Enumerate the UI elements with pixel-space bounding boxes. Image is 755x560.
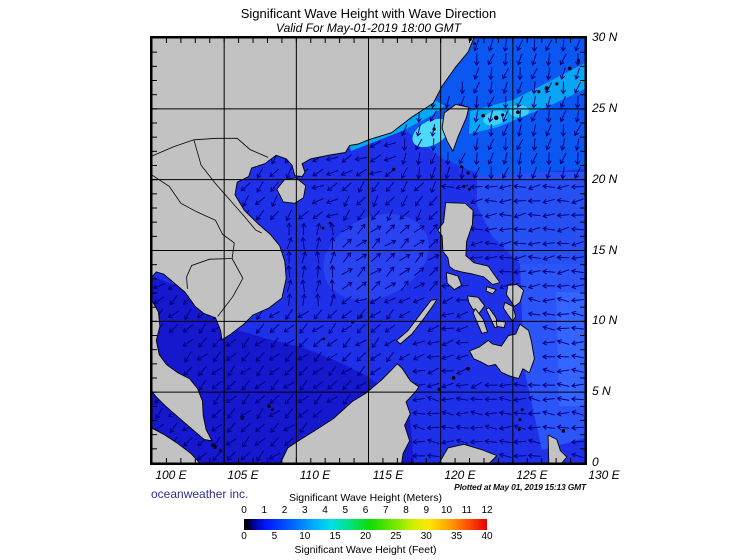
meters-tick: 5 [342, 505, 349, 516]
lat-tick-label: 20 N [592, 172, 618, 186]
legend-feet-ticks: 0 5 10 15 20 25 30 35 40 [241, 531, 492, 544]
land-malay-peninsula [151, 300, 213, 442]
meters-tick: 8 [403, 505, 409, 516]
meters-tick: 9 [423, 505, 430, 516]
small-islands [211, 37, 581, 453]
colorbar-legend: Significant Wave Height (Meters) 0 1 2 3… [241, 492, 492, 557]
map-frame [150, 36, 587, 465]
meters-tick: 10 [440, 505, 453, 516]
valid-time-subtitle: Valid For May-01-2019 18:00 GMT [276, 21, 461, 35]
meters-tick: 7 [383, 505, 389, 516]
feet-tick: 20 [359, 531, 372, 542]
meters-tick: 3 [302, 505, 308, 516]
land-masbate [485, 286, 497, 295]
land-hainan [276, 177, 307, 204]
land-borneo [280, 363, 420, 464]
country-borders [151, 137, 269, 317]
lon-tick-label: 100 E [155, 468, 187, 482]
meters-tick: 2 [281, 505, 288, 516]
feet-tick: 5 [271, 531, 278, 542]
land-mindanao [469, 323, 535, 380]
meters-tick: 12 [481, 505, 493, 516]
lat-tick-label: 30 N [592, 30, 618, 44]
land-luzon [437, 202, 501, 286]
lon-tick-label: 105 E [227, 468, 259, 482]
legend-meters-title: Significant Wave Height (Meters) [288, 492, 443, 504]
meters-tick: 1 [261, 505, 268, 516]
axis-minor-ticks [152, 38, 585, 463]
land-masses [151, 37, 568, 464]
lat-tick-label: 25 N [592, 101, 618, 115]
graticule-lines [152, 38, 585, 463]
land-mindoro [445, 272, 463, 291]
lon-tick-label: 125 E [516, 468, 548, 482]
colorbar-gradient [244, 519, 487, 530]
plotted-timestamp: Plotted at May 01, 2019 15:13 GMT [454, 482, 586, 492]
meters-tick: 0 [241, 505, 247, 516]
lat-tick-label: 10 N [592, 313, 618, 327]
feet-tick: 25 [390, 531, 402, 542]
meters-tick: 6 [362, 505, 369, 516]
lon-tick-label: 115 E [372, 468, 404, 482]
feet-tick: 10 [299, 531, 311, 542]
page-title: Significant Wave Height with Wave Direct… [240, 6, 497, 21]
feet-tick: 15 [329, 531, 341, 542]
wave-height-map [150, 36, 587, 465]
legend-feet-title: Significant Wave Height (Feet) [294, 544, 437, 556]
wave-direction-arrows [152, 39, 584, 462]
provider-credit: oceanweather inc. [151, 487, 249, 501]
legend-meters-ticks: 0 1 2 3 4 5 6 7 8 9 10 11 12 [241, 505, 492, 518]
feet-tick: 0 [241, 531, 247, 542]
feet-tick: 35 [451, 531, 463, 542]
lon-tick-label: 110 E [299, 468, 331, 482]
land-samar [505, 284, 525, 307]
lon-tick-label: 120 E [444, 468, 476, 482]
lat-tick-label: 0 [592, 455, 599, 469]
lat-tick-label: 5 N [592, 384, 611, 398]
land-cebu [485, 307, 500, 329]
land-taiwan [441, 103, 470, 152]
meters-tick: 11 [461, 505, 472, 516]
feet-tick: 40 [481, 531, 493, 542]
lat-tick-label: 15 N [592, 243, 618, 257]
lon-tick-label: 130 E [588, 468, 620, 482]
meters-tick: 4 [322, 505, 328, 516]
feet-tick: 30 [420, 531, 432, 542]
